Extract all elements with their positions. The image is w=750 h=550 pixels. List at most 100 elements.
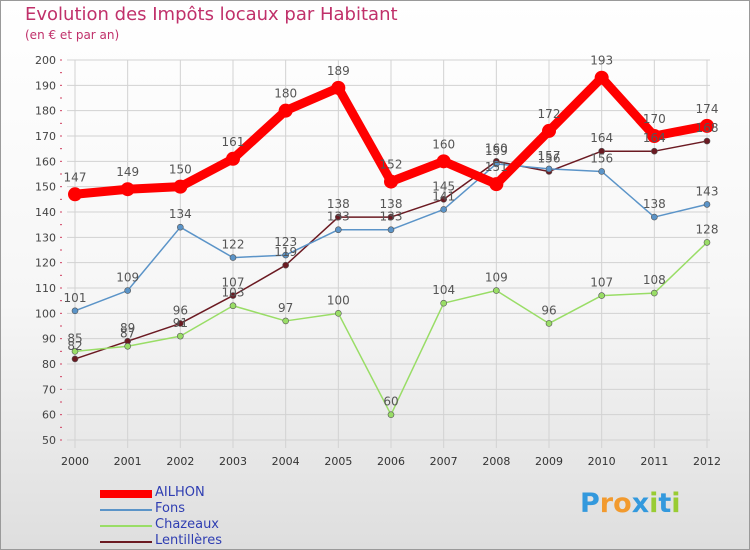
data-point-chazeaux xyxy=(598,292,605,299)
chart-legend: AILHON Fons Chazeaux Lentillères xyxy=(100,485,340,550)
data-point-fons xyxy=(703,201,711,208)
legend-swatch xyxy=(100,509,152,511)
data-point-ailhon xyxy=(120,182,135,197)
data-label-ailhon: 170 xyxy=(643,112,666,126)
x-tick-label: 2004 xyxy=(272,455,300,468)
data-point-lentill-res xyxy=(229,292,237,299)
data-point-fons xyxy=(335,226,342,234)
x-tick-label: 2008 xyxy=(482,455,510,468)
x-tick-label: 2000 xyxy=(61,455,89,468)
logo-letter: r xyxy=(599,488,614,519)
data-label-chazeaux: 96 xyxy=(541,303,556,317)
data-point-fons xyxy=(71,307,79,315)
legend-label: Lentillères xyxy=(155,533,223,548)
logo-letter: t xyxy=(658,488,672,519)
y-tick-label: 50 xyxy=(42,434,56,447)
data-label-fons: 123 xyxy=(274,235,297,249)
data-point-chazeaux xyxy=(229,302,237,310)
y-tick-label: 60 xyxy=(42,409,56,422)
data-label-chazeaux: 109 xyxy=(485,271,508,285)
data-label-ailhon: 150 xyxy=(169,163,192,177)
legend-label: Fons xyxy=(155,501,185,516)
y-tick-label: 150 xyxy=(35,181,56,194)
data-point-chazeaux xyxy=(651,289,658,297)
data-point-fons xyxy=(598,168,605,175)
data-label-fons: 157 xyxy=(538,149,561,163)
x-tick-label: 2001 xyxy=(114,455,142,468)
legend-item-chazeaux: Chazeaux xyxy=(100,517,340,534)
data-point-ailhon xyxy=(384,174,398,189)
data-label-lentill-res: 164 xyxy=(643,131,666,145)
y-tick-label: 110 xyxy=(35,282,56,295)
data-point-chazeaux xyxy=(335,310,342,317)
data-label-chazeaux: 97 xyxy=(278,301,293,315)
data-label-chazeaux: 104 xyxy=(432,283,455,297)
y-tick-label: 120 xyxy=(35,257,56,270)
data-point-lentill-res xyxy=(598,147,605,155)
y-tick-label: 90 xyxy=(42,333,56,346)
data-label-lentill-res: 119 xyxy=(274,245,297,259)
y-tick-label: 140 xyxy=(35,206,56,219)
data-label-lentill-res: 138 xyxy=(327,197,350,211)
legend-item-lentillères: Lentillères xyxy=(100,533,340,550)
x-tick-label: 2003 xyxy=(219,455,247,468)
chart-subtitle: (en € et par an) xyxy=(25,28,120,42)
data-label-ailhon: 151 xyxy=(485,160,508,174)
data-label-ailhon: 193 xyxy=(590,54,613,68)
data-label-lentill-res: 89 xyxy=(120,321,135,335)
data-label-ailhon: 147 xyxy=(64,170,87,184)
data-point-fons xyxy=(387,226,395,234)
logo-letter: x xyxy=(631,488,650,519)
proxiti-logo: Proxiti xyxy=(580,488,681,519)
logo-letter: o xyxy=(613,488,632,519)
data-label-fons: 101 xyxy=(64,291,87,305)
data-label-fons: 134 xyxy=(169,207,192,221)
data-label-ailhon: 189 xyxy=(327,64,350,78)
data-point-ailhon xyxy=(278,103,293,118)
y-tick-label: 130 xyxy=(35,231,56,244)
data-label-fons: 159 xyxy=(485,144,508,158)
logo-letter: P xyxy=(580,488,600,519)
data-point-lentill-res xyxy=(651,147,658,155)
x-tick-label: 2011 xyxy=(640,455,668,468)
x-tick-label: 2012 xyxy=(693,455,721,468)
data-point-chazeaux xyxy=(440,299,447,307)
y-tick-label: 80 xyxy=(42,358,56,371)
x-tick-label: 2007 xyxy=(430,455,458,468)
legend-label: AILHON xyxy=(155,485,205,500)
y-tick-label: 170 xyxy=(35,130,56,143)
data-point-fons xyxy=(282,251,289,259)
data-point-chazeaux xyxy=(177,332,184,340)
legend-swatch xyxy=(100,525,152,527)
data-point-lentill-res xyxy=(282,261,289,269)
legend-label: Chazeaux xyxy=(155,517,220,532)
data-point-ailhon xyxy=(331,80,346,95)
data-label-chazeaux: 103 xyxy=(222,286,245,300)
data-label-lentill-res: 145 xyxy=(432,179,455,193)
data-point-chazeaux xyxy=(493,287,500,294)
data-point-chazeaux xyxy=(282,317,289,325)
data-point-lentill-res xyxy=(703,137,711,145)
data-point-chazeaux xyxy=(387,411,395,418)
data-label-lentill-res: 164 xyxy=(590,131,613,145)
data-label-lentill-res: 96 xyxy=(173,303,188,317)
data-label-fons: 133 xyxy=(380,210,403,224)
data-point-ailhon xyxy=(594,70,609,85)
data-point-ailhon xyxy=(647,129,662,143)
data-point-lentill-res xyxy=(177,320,184,327)
data-label-fons: 156 xyxy=(590,151,613,165)
y-tick-label: 200 xyxy=(35,54,56,67)
data-label-fons: 141 xyxy=(432,189,455,203)
data-point-ailhon xyxy=(68,187,82,202)
x-tick-label: 2002 xyxy=(166,455,194,468)
data-point-fons xyxy=(493,160,500,168)
data-point-chazeaux xyxy=(703,239,711,246)
data-label-ailhon: 174 xyxy=(696,102,719,116)
y-tick-label: 100 xyxy=(35,307,56,320)
legend-swatch xyxy=(100,541,152,543)
data-point-chazeaux xyxy=(124,342,131,350)
data-label-lentill-res: 107 xyxy=(222,276,245,290)
data-label-fons: 133 xyxy=(327,210,350,224)
data-point-fons xyxy=(124,287,131,294)
